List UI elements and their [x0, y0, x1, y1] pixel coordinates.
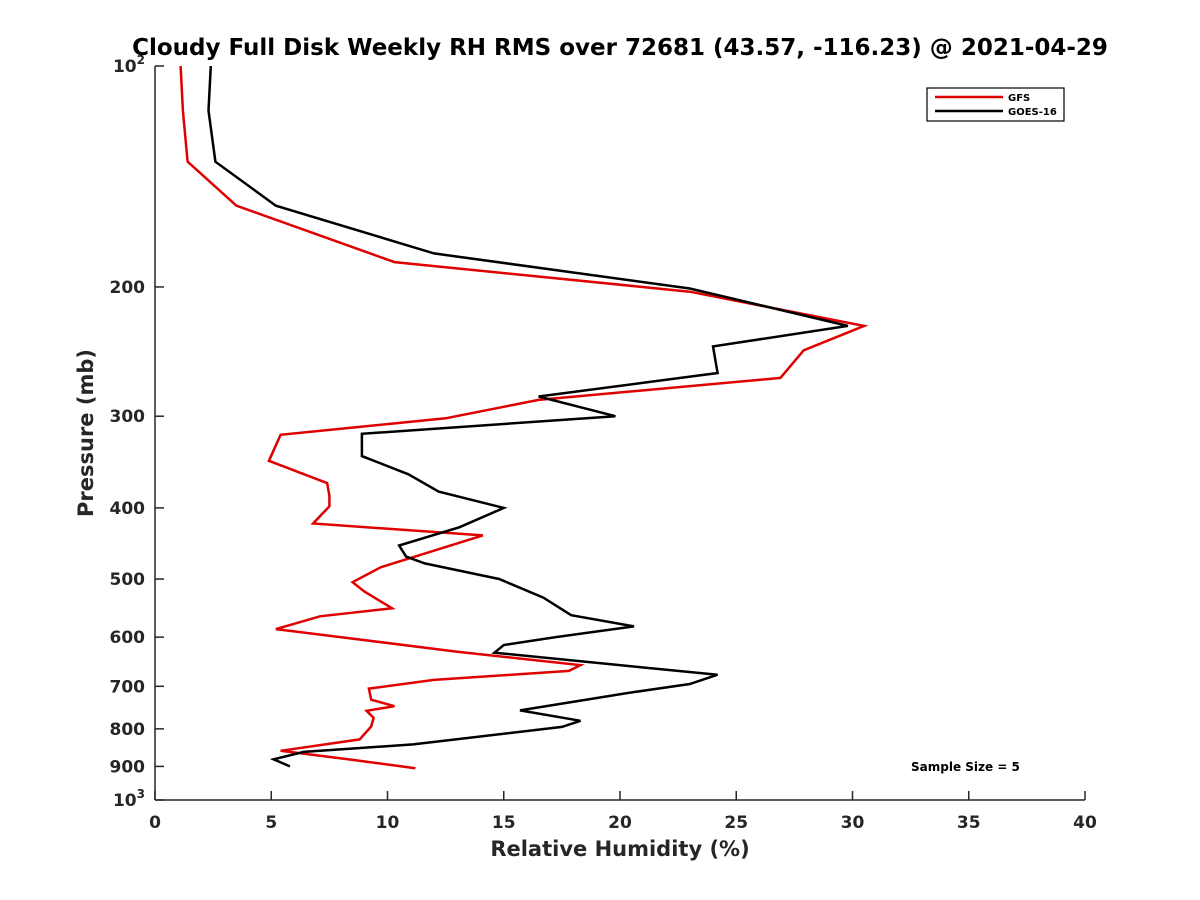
x-tick-label: 15	[492, 813, 516, 833]
chart-title: Cloudy Full Disk Weekly RH RMS over 7268…	[132, 35, 1108, 61]
x-tick-label: 10	[376, 813, 400, 833]
series-line-gfs	[179, 65, 869, 770]
legend-box	[926, 87, 1065, 122]
y-tick-label: 400	[110, 499, 146, 519]
legend-label-gfs: GFS	[1008, 93, 1030, 104]
x-tick-label: 0	[149, 813, 161, 833]
y-tick-label: 200	[110, 278, 146, 298]
y-tick-label: 500	[110, 570, 146, 590]
sample-size-annotation: Sample Size = 5	[911, 760, 1020, 774]
x-tick-label: 5	[265, 813, 277, 833]
y-tick-label: 600	[110, 628, 146, 648]
y-tick-label: 102	[113, 53, 145, 77]
x-ticks: 0 5 10 15 20 25 30 35 40	[149, 791, 1097, 833]
x-axis-label: Relative Humidity (%)	[490, 837, 749, 861]
y-tick-label: 900	[110, 757, 146, 777]
x-tick-label: 20	[608, 813, 632, 833]
y-ticks: 102 200 300 400 500 600 700 800 900 103	[110, 53, 164, 811]
y-tick-label: 300	[110, 407, 146, 427]
series-layer	[179, 65, 869, 770]
y-axis-label: Pressure (mb)	[74, 349, 98, 517]
y-tick-label: 800	[110, 720, 146, 740]
x-tick-label: 30	[841, 813, 865, 833]
x-tick-label: 35	[957, 813, 981, 833]
y-tick-label: 700	[110, 677, 146, 697]
x-tick-label: 40	[1073, 813, 1097, 833]
x-tick-label: 25	[724, 813, 748, 833]
series-line-goes16	[207, 65, 849, 768]
legend-label-goes16: GOES-16	[1008, 107, 1057, 118]
y-tick-label: 103	[113, 787, 145, 811]
legend: GFS GOES-16	[926, 87, 1065, 122]
